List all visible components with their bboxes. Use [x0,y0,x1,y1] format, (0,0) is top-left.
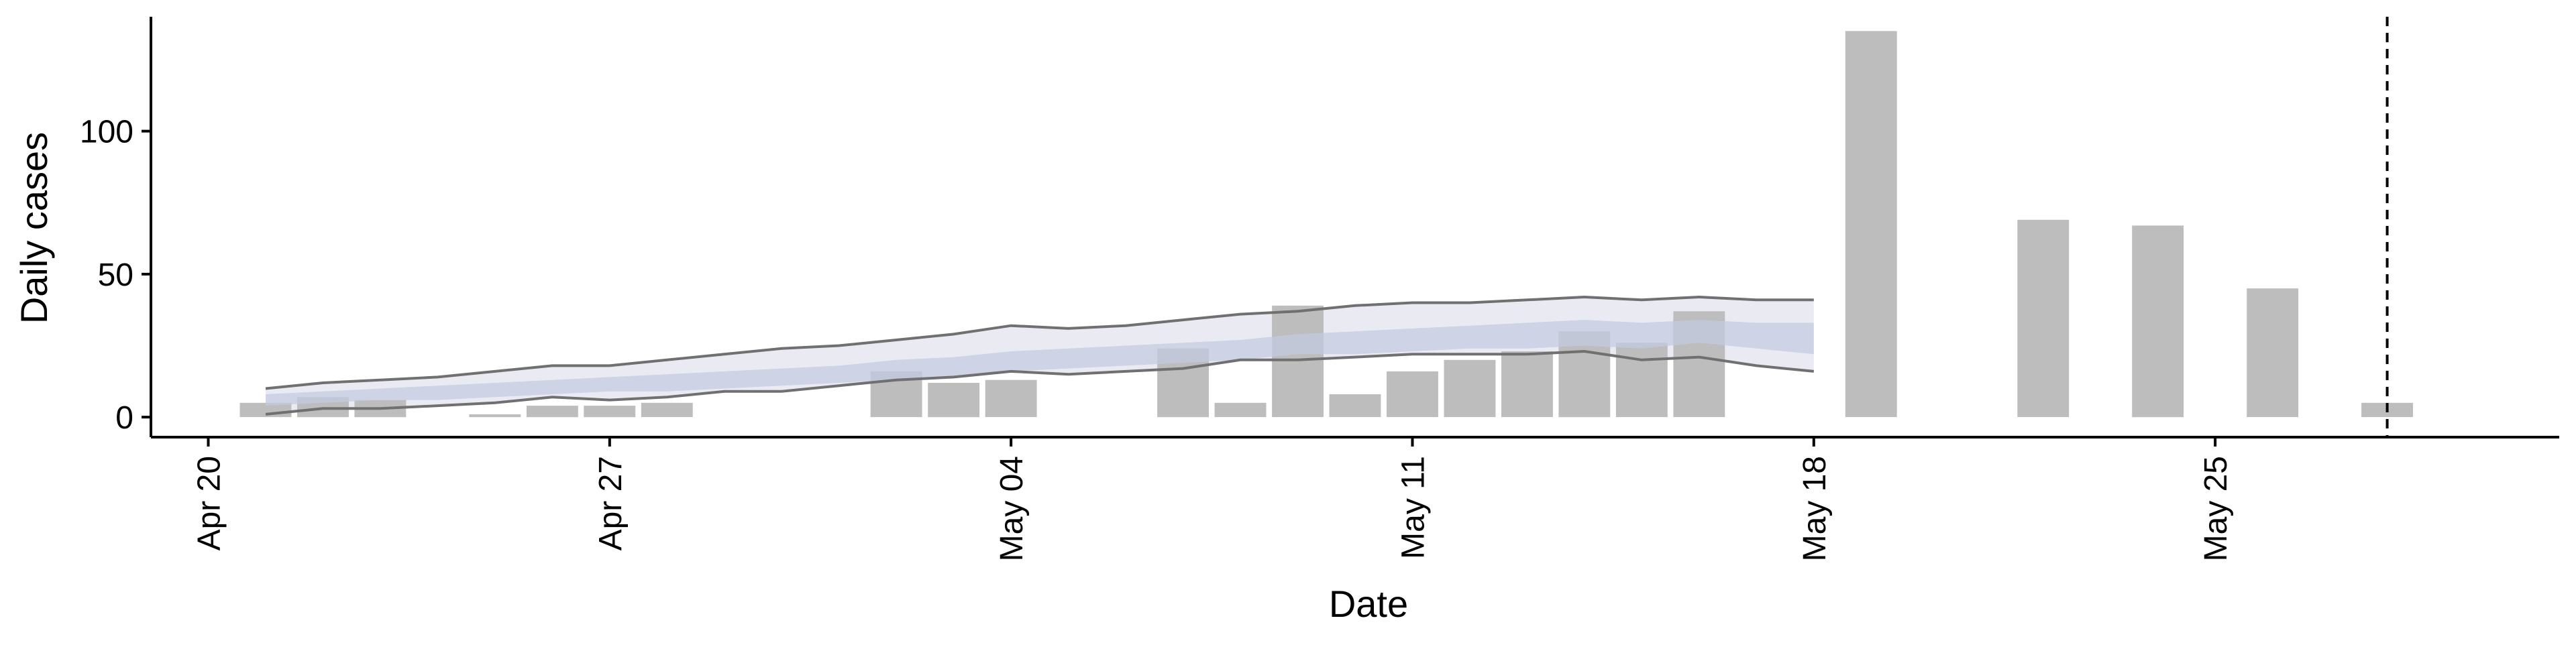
x-tick-label: May 04 [994,456,1030,561]
x-tick-label: May 11 [1396,456,1432,559]
bar [2132,225,2184,418]
bar [1272,305,1324,418]
x-axis-ticks: Apr 20 Apr 27 May 04 May 11 May 18 May 25 [192,437,2234,561]
band-lower-line [265,349,1814,416]
bar [928,383,980,418]
y-axis-ticks: 0 50 100 [80,115,151,436]
axes [150,17,2559,438]
x-tick-label: Apr 20 [192,456,227,550]
band-bound-lines [265,295,1814,416]
bar [1615,343,1668,418]
bar [1845,31,1897,418]
bar [1329,394,1381,418]
bar [239,402,292,418]
bar [641,402,693,418]
bar [1387,371,1438,418]
bar [584,406,636,418]
bar-series [239,31,2413,418]
x-tick-label: May 25 [2198,456,2234,561]
bar [1214,402,1267,418]
y-tick-label: 0 [115,400,133,436]
x-tick-label: Apr 27 [593,456,629,550]
bar [526,406,578,418]
y-axis-title: Daily cases [13,132,55,324]
credible-band-inner [266,320,1814,406]
x-tick-label: May 18 [1797,456,1833,561]
band-upper-line [265,295,1814,390]
bar [2017,219,2070,418]
band-inner [266,320,1814,406]
y-tick-label: 50 [98,257,133,293]
bar [1501,351,1553,418]
bar [2247,288,2299,418]
y-tick-label: 100 [80,115,133,150]
bar [469,414,521,418]
bar [985,379,1037,418]
x-axis-title: Date [1329,583,1408,625]
bar [1444,359,1496,418]
